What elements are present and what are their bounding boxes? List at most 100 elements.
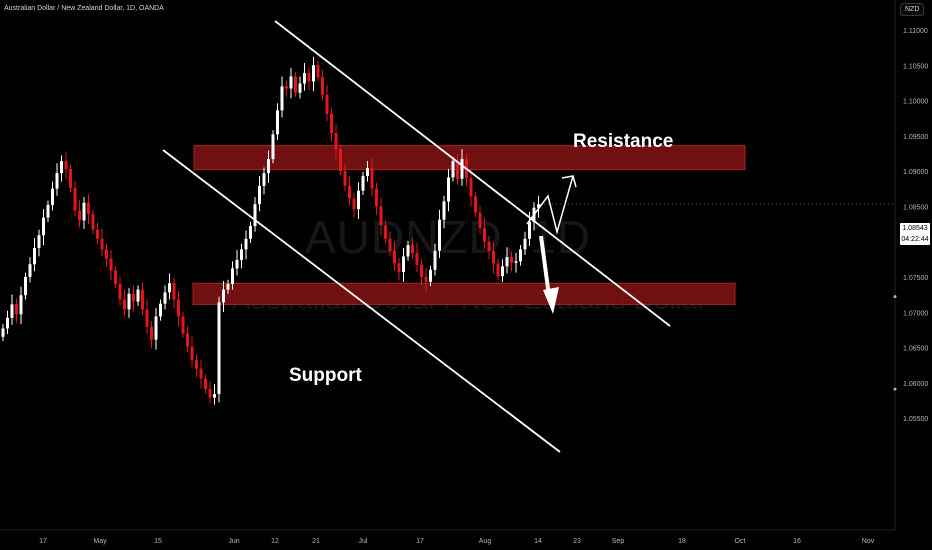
candle-down: [145, 309, 149, 327]
candle-down: [325, 94, 329, 114]
candle-up: [262, 173, 266, 186]
candle-down: [105, 249, 108, 259]
candle-down: [348, 185, 351, 199]
x-tick-label: 23: [573, 538, 581, 545]
candle-down: [69, 168, 72, 188]
y-tick-label: 1.06500: [903, 346, 928, 353]
candle-up: [222, 289, 225, 303]
support-label: Support: [289, 365, 362, 386]
y-tick-label: 1.11000: [903, 28, 928, 35]
resistance-label: Resistance: [573, 131, 674, 152]
candle-up: [1, 328, 5, 337]
candle-up: [217, 302, 221, 395]
candle-down: [478, 212, 482, 229]
x-tick-label: 17: [39, 538, 47, 545]
candle-up: [267, 159, 270, 174]
candle-down: [141, 289, 144, 310]
candle-down: [181, 316, 185, 334]
chart-title: Australian Dollar / New Zealand Dollar, …: [4, 5, 164, 12]
x-tick-label: Nov: [862, 538, 875, 545]
candle-up: [127, 293, 131, 310]
x-tick-label: 17: [416, 538, 424, 545]
candle-up: [213, 394, 216, 398]
candle-down: [208, 389, 212, 398]
candle-up: [168, 283, 171, 293]
current-price-value: 1.08543: [902, 225, 928, 232]
candle-down: [388, 238, 392, 251]
candle-up: [298, 83, 302, 93]
candle-up: [312, 65, 315, 82]
candle-down: [510, 257, 513, 263]
candle-down: [307, 72, 311, 82]
candle-down: [73, 187, 77, 211]
candle-up: [451, 161, 455, 178]
candle-down: [487, 241, 491, 251]
y-tick-label: 1.07000: [903, 310, 928, 317]
candle-up: [406, 245, 410, 257]
candle-up: [82, 202, 86, 221]
candle-up: [159, 303, 162, 317]
candle-up: [442, 201, 446, 220]
y-tick-label: 1.09000: [903, 169, 928, 176]
candle-up: [429, 269, 432, 282]
candle-up: [249, 226, 252, 239]
candle-up: [154, 316, 158, 340]
candle-down: [330, 113, 333, 133]
currency-badge[interactable]: NZD: [900, 3, 925, 16]
candle-up: [271, 134, 275, 160]
candle-up: [276, 110, 279, 135]
support-zone: [192, 282, 736, 305]
x-tick-label: Jul: [359, 538, 368, 545]
candle-down: [15, 304, 18, 315]
x-tick-label: 12: [271, 538, 279, 545]
candle-down: [343, 171, 347, 186]
candle-down: [339, 149, 342, 172]
candle-up: [231, 268, 234, 284]
candle-up: [505, 257, 509, 267]
candle-up: [303, 72, 306, 84]
candle-up: [33, 247, 36, 265]
candle-down: [370, 168, 374, 189]
candle-down: [294, 76, 297, 93]
candle-up: [240, 249, 243, 260]
candle-down: [109, 258, 113, 271]
candle-up: [537, 204, 540, 208]
y-tick-label: 1.07500: [903, 275, 928, 282]
candle-down: [132, 293, 135, 302]
y-tick-label: 1.09500: [903, 134, 928, 141]
candle-up: [19, 295, 23, 315]
candle-up: [28, 264, 32, 277]
candle-down: [492, 250, 495, 264]
candle-up: [447, 177, 450, 202]
candle-up: [51, 188, 54, 205]
x-tick-label: Aug: [479, 538, 492, 545]
candle-up: [402, 256, 405, 272]
candle-down: [424, 276, 428, 282]
candle-down: [91, 214, 95, 230]
candle-down: [186, 333, 189, 347]
candle-down: [321, 77, 324, 95]
bearish-arrowhead: [543, 287, 559, 314]
candle-down: [375, 188, 378, 207]
candle-down: [64, 161, 68, 169]
candle-up: [357, 190, 360, 210]
candle-down: [285, 86, 288, 89]
resistance-zone: [193, 145, 746, 171]
candle-up: [523, 238, 527, 250]
candle-down: [199, 368, 203, 379]
candle-up: [244, 238, 248, 250]
candle-up: [136, 289, 140, 302]
drawing-layer: [162, 20, 895, 453]
candle-up: [438, 219, 441, 251]
candle-up: [6, 317, 9, 329]
y-tick-label: 1.10500: [903, 63, 928, 70]
candle-down: [123, 299, 126, 310]
candle-up: [46, 204, 50, 218]
candle-down: [172, 283, 176, 300]
y-tick-label: 1.10000: [903, 99, 928, 106]
x-tick-label: 15: [154, 538, 162, 545]
candle-up: [258, 185, 261, 205]
candle-down: [352, 198, 356, 210]
candle-down: [384, 225, 387, 239]
